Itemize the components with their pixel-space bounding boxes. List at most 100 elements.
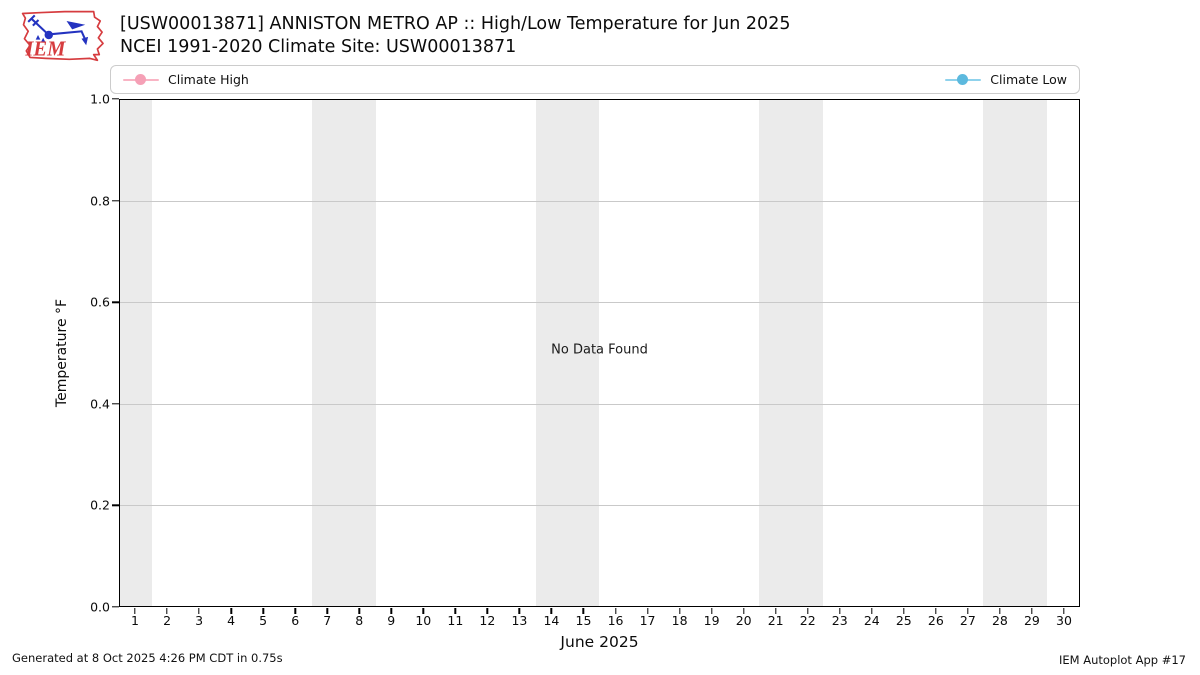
x-tick-label: 25 xyxy=(895,613,912,628)
x-tick-mark xyxy=(486,608,489,614)
gridline xyxy=(120,504,1079,506)
x-tick-mark xyxy=(550,608,553,614)
x-tick-label: 26 xyxy=(927,613,944,628)
page-subtitle: NCEI 1991-2020 Climate Site: USW00013871 xyxy=(120,37,517,57)
weekend-band xyxy=(535,100,600,606)
legend-item-climate-low: Climate Low xyxy=(945,72,1067,87)
x-tick-mark xyxy=(326,608,328,614)
x-tick-label: 24 xyxy=(863,613,880,628)
y-tick-mark xyxy=(112,606,119,608)
x-tick-mark xyxy=(903,608,905,614)
y-tick-mark xyxy=(112,199,119,202)
x-tick-label: 14 xyxy=(543,613,560,628)
x-tick-label: 12 xyxy=(479,613,496,628)
x-tick-mark xyxy=(262,608,264,614)
x-tick-mark xyxy=(935,608,937,614)
x-tick-label: 19 xyxy=(703,613,720,628)
x-tick-mark xyxy=(967,608,969,614)
x-tick-mark xyxy=(678,608,681,614)
no-data-message: No Data Found xyxy=(551,342,648,358)
x-tick-mark xyxy=(999,608,1001,614)
y-tick-labels: 1.0 0.8 0.6 0.4 0.2 0.0 xyxy=(68,92,110,615)
x-tick-label: 9 xyxy=(387,613,396,628)
x-tick-label: 1 xyxy=(131,613,139,628)
weekend-band xyxy=(311,100,376,606)
y-tick-label: 0.0 xyxy=(90,599,110,615)
x-tick-mark xyxy=(230,608,232,614)
y-tick-label: 0.2 xyxy=(90,497,110,513)
gridline xyxy=(120,201,1079,203)
x-tick-label: 30 xyxy=(1056,613,1072,628)
x-tick-label: 10 xyxy=(415,613,432,628)
x-tick-mark xyxy=(646,608,649,614)
x-tick-label: 20 xyxy=(735,613,752,628)
x-tick-label: 17 xyxy=(639,613,656,628)
legend-label-climate-low: Climate Low xyxy=(990,72,1067,87)
page-title: [USW00013871] ANNISTON METRO AP :: High/… xyxy=(120,14,791,34)
x-tick-label: 21 xyxy=(767,613,784,628)
x-tick-label: 29 xyxy=(1023,613,1040,628)
x-tick-mark xyxy=(1031,608,1033,614)
x-tick-label: 23 xyxy=(831,613,848,628)
x-tick-label: 15 xyxy=(575,613,592,628)
title-block: [USW00013871] ANNISTON METRO AP :: High/… xyxy=(120,13,790,59)
weekend-band xyxy=(983,100,1048,606)
y-tick-label: 0.8 xyxy=(90,193,110,209)
y-tick-mark xyxy=(112,504,119,507)
weekend-band xyxy=(120,100,152,606)
x-tick-label: 8 xyxy=(355,613,364,628)
x-tick-label: 13 xyxy=(511,613,528,628)
y-tick-label: 0.4 xyxy=(90,396,110,412)
y-tick-marks xyxy=(112,98,119,608)
legend: Climate High Climate Low xyxy=(110,65,1080,94)
x-tick-mark xyxy=(582,608,585,614)
x-tick-label: 7 xyxy=(323,613,332,628)
x-tick-mark xyxy=(774,608,777,614)
iowa-outline-icon xyxy=(21,10,104,62)
y-tick-label: 0.6 xyxy=(90,294,110,310)
app-reference: IEM Autoplot App #17 xyxy=(1058,653,1186,667)
legend-label-climate-high: Climate High xyxy=(168,72,249,87)
x-tick-mark xyxy=(454,608,457,614)
iem-logo-text: IEM xyxy=(24,39,66,61)
y-axis-title: Temperature °F xyxy=(54,298,70,408)
weather-vane-icon xyxy=(27,14,89,46)
x-tick-label: 5 xyxy=(259,613,268,628)
x-tick-label: 11 xyxy=(447,613,464,628)
x-tick-label: 3 xyxy=(195,613,204,628)
x-tick-marks xyxy=(119,608,1080,615)
y-tick-mark xyxy=(112,301,119,303)
x-tick-mark xyxy=(871,608,873,614)
x-tick-mark xyxy=(134,608,136,614)
x-tick-mark xyxy=(358,608,360,614)
x-axis-title: June 2025 xyxy=(560,633,639,651)
x-tick-mark xyxy=(710,608,713,614)
y-tick-mark xyxy=(112,98,119,100)
weekend-band xyxy=(759,100,824,606)
y-tick-label: 1.0 xyxy=(90,91,110,107)
generated-timestamp: Generated at 8 Oct 2025 4:26 PM CDT in 0… xyxy=(12,651,283,665)
x-tick-mark xyxy=(807,608,809,614)
x-tick-label: 18 xyxy=(671,613,688,628)
gridline xyxy=(120,403,1079,405)
plot-area: No Data Found xyxy=(119,99,1080,607)
legend-item-climate-high: Climate High xyxy=(123,72,249,87)
x-tick-mark xyxy=(294,608,296,614)
y-tick-mark xyxy=(112,403,119,405)
x-tick-mark xyxy=(614,608,617,614)
x-tick-label: 2 xyxy=(163,613,172,628)
x-tick-label: 22 xyxy=(799,613,816,628)
x-tick-label: 6 xyxy=(291,613,300,628)
x-tick-mark xyxy=(198,608,200,614)
x-tick-mark xyxy=(166,608,168,614)
x-tick-mark xyxy=(390,608,392,614)
x-tick-mark xyxy=(422,608,425,614)
iem-logo: IEM xyxy=(21,10,104,62)
x-tick-mark xyxy=(518,608,521,614)
x-tick-labels: 1 2 3 4 5 6 7 8 9 10 11 12 13 14 15 16 17 18 19 20 21 22 23 24 2… xyxy=(119,613,1080,630)
gridline xyxy=(120,302,1079,304)
x-tick-mark xyxy=(1063,608,1065,614)
x-tick-label: 27 xyxy=(959,613,976,628)
x-tick-label: 28 xyxy=(991,613,1008,628)
